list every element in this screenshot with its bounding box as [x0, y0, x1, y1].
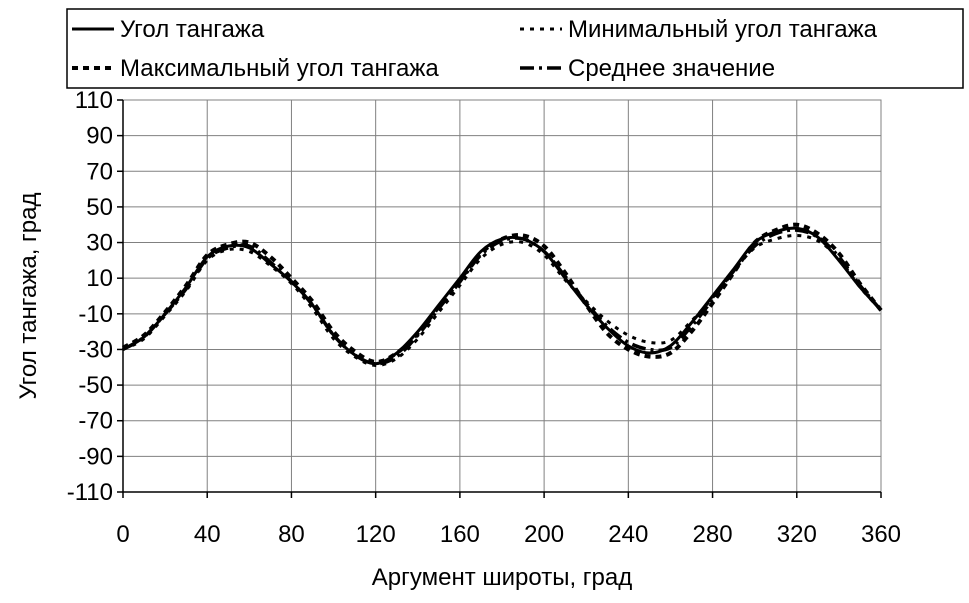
series-line-0 [122, 226, 883, 366]
y-tick-label-5: 10 [86, 265, 113, 292]
legend-box [66, 8, 964, 89]
plot-area-frame [122, 99, 882, 493]
series-line-1 [122, 233, 883, 367]
y-tick-label-9: -70 [78, 408, 113, 435]
x-tick-label-9: 360 [861, 521, 901, 548]
x-tick-label-4: 160 [440, 521, 480, 548]
y-tick-label-3: 50 [86, 194, 113, 221]
x-axis-title: Аргумент широты, град [372, 564, 632, 591]
y-tick-label-1: 90 [86, 123, 113, 150]
x-tick-label-0: 0 [116, 521, 129, 548]
y-tick-label-6: -10 [78, 301, 113, 328]
legend-label-1: Минимальный угол тангажа [568, 16, 878, 43]
series-line-3 [122, 228, 883, 366]
x-tick-label-5: 200 [524, 521, 564, 548]
chart-grid [122, 99, 882, 493]
chart-axes [117, 99, 882, 498]
y-tick-label-11: -110 [67, 479, 113, 506]
y-axis-title: Угол тангажа, град [15, 193, 42, 400]
y-tick-label-2: 70 [86, 158, 113, 185]
x-tick-label-7: 280 [693, 521, 733, 548]
series-line-2 [121, 222, 883, 364]
x-tick-label-2: 80 [278, 521, 305, 548]
y-tick-label-4: 30 [86, 230, 113, 257]
chart-series [121, 222, 883, 367]
legend-label-3: Среднее значение [568, 55, 775, 82]
y-tick-label-10: -90 [78, 443, 113, 470]
y-tick-label-8: -50 [78, 372, 113, 399]
legend-label-0: Угол тангажа [120, 16, 265, 43]
y-tick-label-7: -30 [78, 336, 113, 363]
x-tick-label-8: 320 [777, 521, 817, 548]
x-tick-label-1: 40 [194, 521, 221, 548]
x-tick-label-3: 120 [356, 521, 396, 548]
legend-label-2: Максимальный угол тангажа [120, 55, 439, 82]
x-tick-label-6: 240 [608, 521, 648, 548]
chart-legend: Угол тангажа Минимальный угол тангажа Макс… [66, 8, 964, 89]
y-tick-label-0: 110 [75, 87, 113, 114]
